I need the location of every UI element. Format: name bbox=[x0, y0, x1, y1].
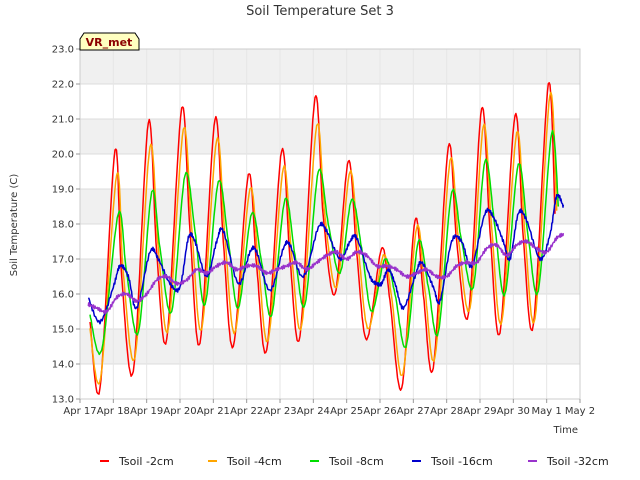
series-line-tsoil-32cm bbox=[87, 232, 565, 315]
series-line-tsoil-16cm bbox=[87, 193, 565, 325]
y-tick-label: 22.0 bbox=[52, 80, 74, 91]
series-line-tsoil-8cm bbox=[89, 129, 560, 356]
legend-label: Tsoil -2cm bbox=[118, 455, 174, 468]
y-tick-label: 23.0 bbox=[52, 45, 74, 56]
y-tick-label: 20.0 bbox=[52, 150, 74, 161]
x-tick-label: Apr 30 bbox=[497, 406, 530, 417]
legend: Tsoil -2cm Tsoil -4cm Tsoil -8cm Tsoil -16c… bbox=[100, 455, 609, 468]
x-tick-label: Apr 21 bbox=[197, 406, 230, 417]
legend-label: Tsoil -32cm bbox=[546, 455, 609, 468]
station-badge-label: VR_met bbox=[86, 36, 133, 49]
x-tick-label: Apr 23 bbox=[263, 406, 296, 417]
y-tick-label: 15.0 bbox=[52, 325, 74, 336]
x-axis-ticks: Apr 17 Apr 18 Apr 19 Apr 20 Apr 21 Apr 22 Apr … bbox=[63, 399, 595, 417]
x-tick-label: Apr 29 bbox=[463, 406, 496, 417]
station-badge-shape bbox=[79, 32, 140, 51]
series-line-tsoil-4cm bbox=[89, 91, 558, 385]
y-tick-label: 18.0 bbox=[52, 220, 74, 231]
plot-band bbox=[80, 49, 580, 84]
x-tick-label: Apr 19 bbox=[130, 406, 163, 417]
legend-label: Tsoil -4cm bbox=[226, 455, 282, 468]
x-tick-label: Apr 20 bbox=[163, 406, 196, 417]
plot-band bbox=[80, 329, 580, 364]
x-tick-label: Apr 24 bbox=[297, 406, 330, 417]
y-tick-label: 16.0 bbox=[52, 290, 74, 301]
plot-band bbox=[80, 84, 580, 119]
x-tick-label: Apr 22 bbox=[230, 406, 263, 417]
x-tick-label: Apr 27 bbox=[397, 406, 430, 417]
x-tick-label: Apr 25 bbox=[330, 406, 363, 417]
plot-band bbox=[80, 119, 580, 154]
y-tick-label: 19.0 bbox=[52, 185, 74, 196]
x-axis-label: Time bbox=[553, 425, 578, 436]
y-axis-label: Soil Temperature (C) bbox=[9, 174, 20, 277]
x-tick-label: May 1 bbox=[532, 406, 562, 417]
x-tick-label: Apr 28 bbox=[430, 406, 463, 417]
x-tick-label: Apr 26 bbox=[363, 406, 396, 417]
station-badge: VR_met bbox=[79, 32, 140, 51]
plot-band bbox=[80, 364, 580, 399]
series-line-tsoil-2cm bbox=[89, 82, 556, 395]
y-tick-label: 17.0 bbox=[52, 255, 74, 266]
x-tick-label: Apr 18 bbox=[97, 406, 130, 417]
series-lines bbox=[87, 82, 565, 395]
plot-band bbox=[80, 189, 580, 224]
chart-title: Soil Temperature Set 3 bbox=[246, 4, 394, 19]
y-axis-ticks: 13.0 14.0 15.0 16.0 17.0 18.0 19.0 20.0 21.0 22.0… bbox=[52, 45, 80, 406]
y-tick-label: 14.0 bbox=[52, 360, 74, 371]
y-tick-label: 21.0 bbox=[52, 115, 74, 126]
x-tick-label: May 2 bbox=[565, 406, 595, 417]
y-tick-label: 13.0 bbox=[52, 395, 74, 406]
legend-label: Tsoil -8cm bbox=[328, 455, 384, 468]
plot-band bbox=[80, 154, 580, 189]
x-tick-label: Apr 17 bbox=[63, 406, 96, 417]
legend-label: Tsoil -16cm bbox=[430, 455, 493, 468]
